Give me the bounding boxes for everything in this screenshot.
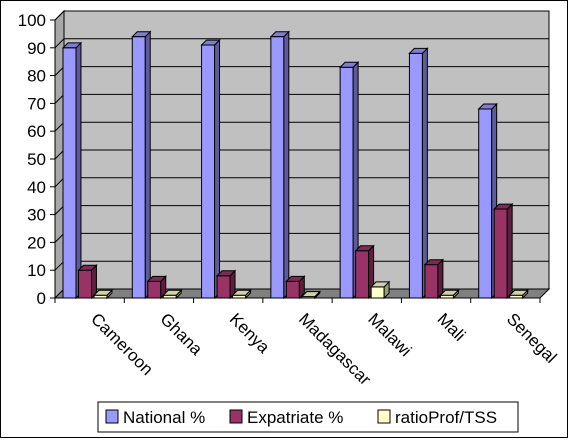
bar-front xyxy=(147,280,162,299)
legend-box xyxy=(97,401,519,433)
bar-top xyxy=(423,259,445,266)
bar-top xyxy=(215,270,237,277)
y-tick-label: 60 xyxy=(27,122,46,141)
bar-top xyxy=(146,275,167,282)
bar-top xyxy=(477,103,498,110)
bar-front xyxy=(216,275,231,299)
bar-front xyxy=(355,250,370,299)
bar xyxy=(508,289,529,300)
bar-top xyxy=(77,264,98,271)
y-tick-label: 40 xyxy=(27,178,46,197)
legend-item: ratioProf/TSS xyxy=(377,408,497,427)
bar xyxy=(146,275,167,300)
bars xyxy=(61,30,529,300)
y-tick-label: 80 xyxy=(27,67,46,86)
gridline xyxy=(54,10,549,21)
bar-top xyxy=(354,245,375,252)
bar-front xyxy=(201,44,216,299)
legend-item: National % xyxy=(105,408,205,427)
bar-front xyxy=(478,108,493,299)
bar-side xyxy=(75,41,82,300)
bar-front xyxy=(62,47,77,299)
bar xyxy=(269,30,291,300)
bar xyxy=(285,275,306,300)
bar xyxy=(162,289,183,300)
legend-swatch xyxy=(377,409,391,424)
bar xyxy=(423,258,445,300)
bar-side xyxy=(283,30,290,300)
bar-top xyxy=(61,42,83,49)
bar-front xyxy=(78,269,92,299)
y-tick-label: 0 xyxy=(37,289,46,308)
bar-top xyxy=(508,289,529,296)
bar-side xyxy=(506,202,513,300)
legend-item: Expatriate % xyxy=(229,408,343,427)
y-axis: 0 10 20 30 40 50 60 70 80 90 100 xyxy=(18,11,56,308)
bar-side xyxy=(421,47,428,300)
bar-top xyxy=(269,31,291,38)
legend-label: National % xyxy=(123,408,205,427)
bar-top xyxy=(131,31,152,38)
bar xyxy=(369,280,391,300)
legend-swatch xyxy=(229,409,243,424)
bar-top xyxy=(285,275,306,282)
bar-top xyxy=(300,291,322,298)
bar-top xyxy=(369,281,391,288)
bar xyxy=(439,289,460,300)
bar-front xyxy=(285,280,300,299)
legend: National % Expatriate % ratioProf/TSS xyxy=(97,401,519,433)
y-tick-label: 90 xyxy=(27,39,46,58)
bar-side xyxy=(437,258,444,300)
bar-top xyxy=(162,289,183,296)
bar-front xyxy=(493,208,508,299)
bar xyxy=(215,269,237,300)
gridline xyxy=(54,38,549,49)
y-tick-label: 70 xyxy=(27,94,46,113)
bar-top xyxy=(92,289,114,296)
y-tick-label: 50 xyxy=(27,150,46,169)
bar-top xyxy=(338,61,360,68)
y-tick-label: 10 xyxy=(27,261,46,280)
bar xyxy=(131,30,152,300)
y-tick-label: 20 xyxy=(27,233,46,252)
bar xyxy=(200,38,221,300)
bar-front xyxy=(408,52,423,299)
bar xyxy=(408,47,429,300)
bar-front xyxy=(424,264,439,299)
bar-front xyxy=(370,286,385,299)
legend-label: Expatriate % xyxy=(247,408,343,427)
bar-front xyxy=(339,66,354,299)
bar-top xyxy=(200,39,221,46)
y-tick-label: 30 xyxy=(27,206,46,225)
y-tick-label: 100 xyxy=(18,11,46,30)
bar-top xyxy=(408,47,429,54)
legend-label: ratioProf/TSS xyxy=(395,408,497,427)
bar xyxy=(77,264,98,300)
bar-side xyxy=(144,30,151,300)
bar xyxy=(61,41,83,300)
bar-front xyxy=(270,36,285,299)
legend-swatch xyxy=(105,409,119,424)
bar-top xyxy=(231,289,252,296)
bar-side xyxy=(214,38,221,300)
bar-top xyxy=(439,289,460,296)
bar xyxy=(493,202,514,300)
bar-top xyxy=(493,203,514,210)
bar-front xyxy=(131,36,146,299)
